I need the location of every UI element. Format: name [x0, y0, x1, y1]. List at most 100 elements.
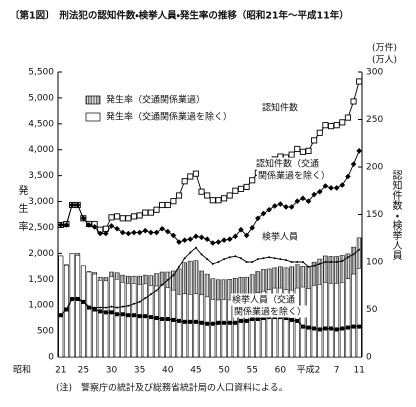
marker: [317, 327, 322, 332]
marker: [341, 260, 344, 263]
marker: [255, 215, 261, 222]
bar: [80, 265, 86, 358]
bar: [311, 285, 317, 358]
marker: [110, 305, 113, 308]
marker: [142, 227, 149, 234]
marker: [345, 325, 350, 330]
marker: [299, 148, 306, 155]
marker: [307, 265, 310, 268]
marker: [175, 192, 183, 199]
bar: [323, 282, 328, 358]
chart-title: 〔第1図〕 刑法犯の認知件数・検挙人員・発生率の推移（昭和21年～平成11年）: [10, 10, 349, 22]
marker: [233, 320, 238, 325]
marker: [127, 304, 130, 307]
marker: [183, 257, 186, 260]
marker: [346, 256, 349, 259]
marker: [121, 305, 124, 308]
legend-swatch: [85, 112, 101, 122]
marker: [294, 198, 301, 204]
marker: [239, 257, 242, 260]
annotation-bg: [261, 101, 300, 114]
marker: [316, 188, 323, 195]
bar: [339, 282, 345, 358]
marker: [81, 299, 86, 304]
marker: [216, 320, 221, 325]
bar: [306, 288, 311, 358]
x-tick-label: 21: [55, 366, 66, 376]
y-tick-label: 500: [37, 327, 54, 337]
marker: [245, 261, 248, 263]
series-annotation: 関係業過を除く）: [234, 306, 306, 318]
marker: [290, 261, 293, 263]
marker: [221, 195, 228, 202]
marker: [262, 257, 265, 260]
marker: [313, 264, 316, 267]
marker: [266, 206, 272, 213]
x-tick-label: 40: [162, 366, 174, 376]
marker: [181, 237, 188, 243]
y2-tick-label: 300: [366, 68, 383, 78]
y-tick-label: 2,500: [28, 223, 54, 233]
y2-tick-label: 200: [366, 163, 383, 173]
marker: [339, 119, 346, 126]
marker: [255, 317, 260, 321]
marker: [356, 78, 363, 85]
bar: [334, 283, 340, 358]
marker: [300, 195, 306, 202]
bar: [317, 284, 323, 358]
y2-tick-label: 50: [366, 305, 378, 315]
marker: [323, 326, 328, 331]
marker: [306, 325, 311, 330]
x-tick-label: 7: [334, 366, 340, 376]
marker: [192, 170, 199, 177]
x-tick-label: 45: [190, 366, 201, 376]
marker: [244, 318, 249, 323]
bar: [182, 293, 188, 358]
marker: [153, 229, 160, 236]
marker: [204, 236, 210, 242]
marker: [305, 147, 312, 154]
bar: [193, 293, 199, 358]
marker: [199, 320, 204, 325]
marker: [119, 215, 126, 222]
marker: [148, 229, 154, 236]
marker: [260, 210, 267, 217]
marker: [137, 314, 142, 319]
marker: [206, 258, 209, 261]
marker: [226, 236, 233, 242]
y2-unit: (万人): [372, 56, 397, 66]
y2-tick-label: 250: [366, 115, 383, 125]
marker: [170, 198, 177, 205]
bar: [204, 296, 210, 358]
bar: [109, 276, 114, 358]
bar: [289, 289, 295, 358]
marker: [86, 222, 92, 228]
marker: [193, 233, 199, 240]
marker: [296, 261, 299, 263]
marker: [172, 274, 175, 277]
y-tick-label: 2,000: [28, 249, 54, 259]
y2-tick-label: 0: [366, 353, 372, 363]
series-annotation: 検挙人員: [262, 231, 298, 243]
marker: [251, 261, 254, 263]
marker: [148, 315, 153, 320]
marker: [136, 229, 143, 236]
marker: [316, 129, 323, 136]
marker: [226, 192, 233, 199]
marker: [176, 239, 182, 245]
marker: [243, 232, 250, 239]
marker: [288, 151, 295, 158]
bar: [137, 284, 143, 358]
bar: [103, 280, 109, 358]
marker: [237, 185, 245, 192]
bar: [92, 273, 97, 358]
marker: [249, 225, 256, 231]
marker: [333, 185, 340, 191]
bar: [216, 299, 221, 358]
marker: [209, 197, 216, 204]
marker: [115, 312, 120, 317]
marker: [119, 229, 126, 236]
marker: [154, 316, 159, 321]
x-tick-label: 平成2: [297, 364, 321, 376]
marker: [289, 317, 294, 322]
